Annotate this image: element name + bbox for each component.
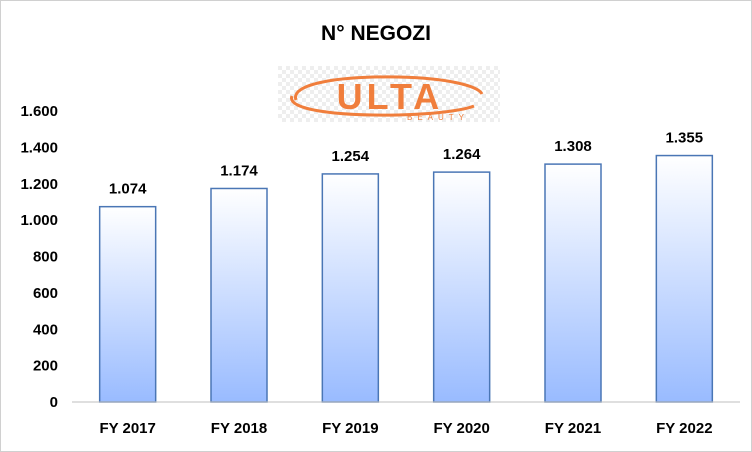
data-label: 1.074 — [109, 181, 147, 198]
bars — [98, 154, 714, 403]
y-tick-label: 1.400 — [20, 139, 58, 156]
y-tick-label: 600 — [33, 285, 58, 302]
y-tick-label: 800 — [33, 249, 58, 266]
x-tick-label: FY 2020 — [433, 420, 489, 437]
bar-fy-2018 — [210, 187, 268, 403]
y-tick-label: 400 — [33, 321, 58, 338]
x-tick-label: FY 2019 — [322, 420, 378, 437]
data-label: 1.355 — [666, 130, 704, 147]
y-tick-label: 1.000 — [20, 212, 58, 229]
x-tick-label: FY 2017 — [99, 420, 155, 437]
bar-fy-2021 — [544, 163, 602, 403]
data-label: 1.174 — [220, 162, 258, 179]
x-tick-label: FY 2021 — [545, 420, 601, 437]
data-label: 1.264 — [443, 146, 481, 163]
x-tick-label: FY 2018 — [211, 420, 267, 437]
chart-title: N° NEGOZI — [321, 22, 431, 45]
bar-fy-2020 — [432, 171, 491, 403]
y-tick-label: 0 — [50, 394, 58, 411]
bar-fy-2019 — [321, 173, 380, 403]
logo-brand-text: ULTA — [337, 76, 444, 117]
y-axis: 0 200 400 600 800 1.000 1.200 1.400 1.600 — [20, 103, 58, 411]
logo-tagline-text: BEAUTY — [407, 113, 469, 122]
data-labels: 1.074 1.174 1.254 1.264 1.308 1.355 — [109, 130, 703, 198]
y-tick-label: 1.200 — [20, 176, 58, 193]
data-label: 1.254 — [332, 148, 370, 165]
y-tick-label: 1.600 — [20, 103, 58, 120]
bar-fy-2017 — [98, 205, 157, 403]
ulta-beauty-logo: ULTA BEAUTY — [278, 66, 500, 122]
bar-fy-2022 — [655, 154, 714, 403]
x-tick-label: FY 2022 — [656, 420, 712, 437]
y-tick-label: 200 — [33, 358, 58, 375]
x-axis: FY 2017 FY 2018 FY 2019 FY 2020 FY 2021 FY 20… — [99, 420, 712, 437]
data-label: 1.308 — [554, 138, 592, 155]
